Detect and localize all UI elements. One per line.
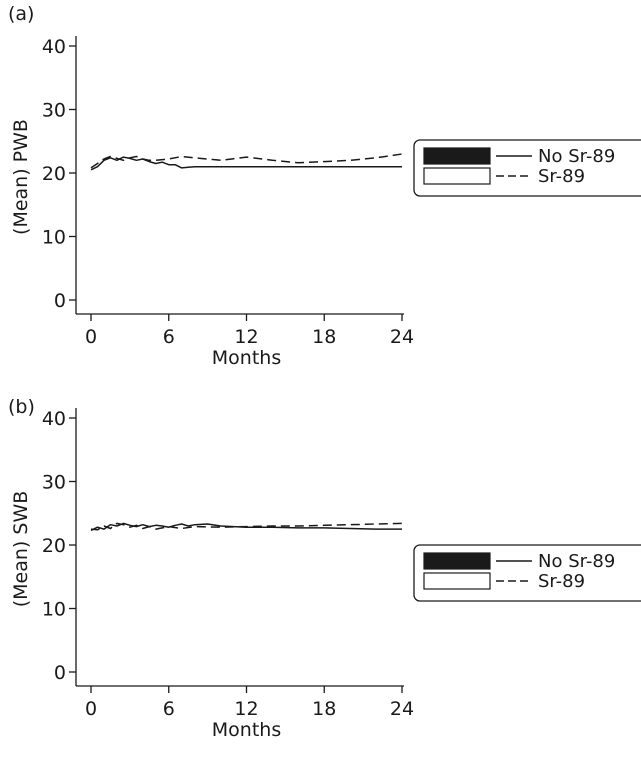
y-tick-label: 0	[54, 662, 66, 684]
panel-label: (a)	[8, 3, 34, 25]
series-line-sr-89	[90, 522, 403, 531]
x-tick-label: 18	[312, 698, 336, 720]
y-tick-label: 40	[42, 36, 66, 58]
legend-label: Sr-89	[538, 166, 585, 187]
legend-label: No Sr-89	[538, 146, 615, 167]
y-axis-title: (Mean) PWB	[10, 119, 32, 235]
x-tick-label: 0	[85, 326, 97, 348]
y-tick-label: 20	[42, 163, 66, 185]
x-axis-title: Months	[212, 347, 281, 369]
y-tick-label: 20	[42, 535, 66, 557]
x-axis-title: Months	[212, 719, 281, 741]
chart-panel: (b) 0 10 20 30 40 0 6 12 18 24 Months (Mean) SWB No S…	[8, 396, 641, 741]
y-tick-label: 0	[54, 290, 66, 312]
x-tick-label: 24	[390, 326, 414, 348]
y-tick-label: 10	[42, 599, 66, 621]
x-tick-label: 6	[163, 326, 175, 348]
x-tick-label: 18	[312, 326, 336, 348]
legend-label: Sr-89	[538, 571, 585, 592]
y-tick-label: 30	[42, 100, 66, 122]
x-tick-label: 6	[163, 698, 175, 720]
series-line-no-sr-89	[90, 156, 402, 171]
y-tick-label: 40	[42, 408, 66, 430]
x-tick-label: 24	[390, 698, 414, 720]
chart-panel: (a) 0 10 20 30 40 0 6 12 18 24 Months (Mean) PWB No S…	[8, 3, 641, 369]
x-tick-label: 12	[234, 326, 258, 348]
legend-swatch-filled	[423, 552, 491, 570]
series-line-sr-89	[90, 153, 403, 169]
series-line-no-sr-89	[90, 522, 402, 532]
legend-swatch-empty	[423, 167, 491, 185]
y-axis-title: (Mean) SWB	[10, 491, 32, 608]
y-tick-label: 10	[42, 227, 66, 249]
legend-swatch-filled	[423, 147, 491, 165]
x-tick-label: 0	[85, 698, 97, 720]
panel-label: (b)	[8, 396, 35, 418]
y-tick-label: 30	[42, 472, 66, 494]
x-tick-label: 12	[234, 698, 258, 720]
legend-swatch-empty	[423, 572, 491, 590]
legend-label: No Sr-89	[538, 551, 615, 572]
